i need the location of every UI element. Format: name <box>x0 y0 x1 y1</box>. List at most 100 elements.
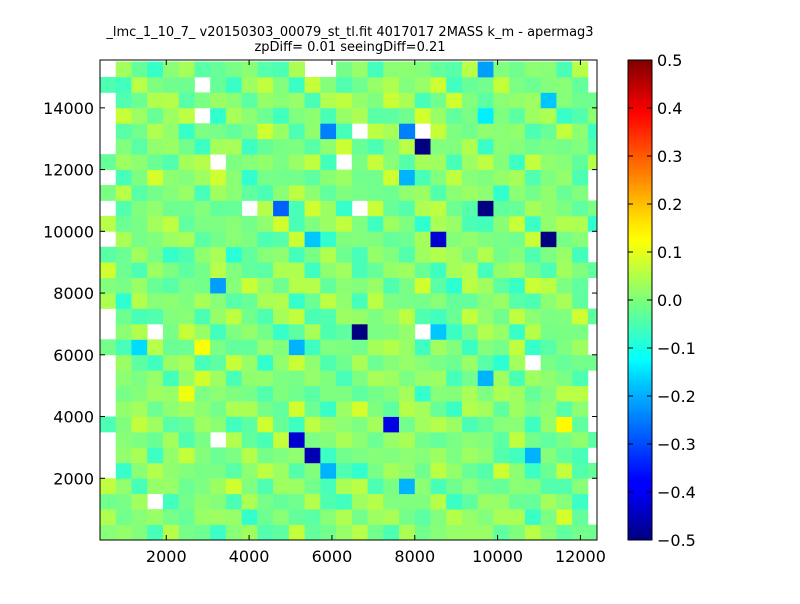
heatmap-cell <box>257 138 274 155</box>
heatmap-cell <box>225 107 243 124</box>
heatmap-cell <box>257 215 274 232</box>
heatmap-cell <box>493 416 510 433</box>
heatmap-cell <box>477 509 494 525</box>
heatmap-cell <box>100 524 117 540</box>
heatmap-cell <box>115 401 132 417</box>
heatmap-cell <box>461 524 479 540</box>
heatmap-cell <box>493 478 510 495</box>
heatmap-cell <box>210 169 227 186</box>
heatmap-cell <box>446 231 463 248</box>
heatmap-cell <box>509 262 526 279</box>
heatmap-cell <box>115 385 132 402</box>
heatmap-cell <box>288 200 305 217</box>
heatmap-cell <box>147 169 164 186</box>
heatmap-cell <box>524 231 542 248</box>
heatmap-cell <box>461 215 479 232</box>
heatmap-cell <box>461 339 479 356</box>
heatmap-cell <box>493 262 510 279</box>
heatmap-cell <box>304 169 321 186</box>
heatmap-cell <box>383 185 400 201</box>
heatmap-cell <box>461 123 479 140</box>
heatmap-cell <box>509 169 526 186</box>
heatmap-cell <box>115 277 132 294</box>
heatmap-cell <box>241 431 258 448</box>
heatmap-cell <box>556 416 573 433</box>
heatmap-cell <box>147 185 164 201</box>
heatmap-cell <box>493 200 510 217</box>
heatmap-cell <box>367 123 384 140</box>
heatmap-cell <box>430 354 447 371</box>
heatmap-cell <box>178 107 195 124</box>
heatmap-cell <box>147 385 164 402</box>
heatmap-cell <box>225 370 243 387</box>
heatmap-cell <box>210 478 227 495</box>
heatmap-cell <box>383 262 400 279</box>
heatmap-cell <box>304 76 321 93</box>
heatmap-cell <box>115 308 132 325</box>
heatmap-cell <box>367 509 384 525</box>
heatmap-cell <box>509 200 526 217</box>
x-tick-label: 12000 <box>555 547 606 566</box>
heatmap-cell <box>320 262 337 279</box>
heatmap-cell <box>320 277 337 294</box>
heatmap-cell <box>320 447 337 464</box>
heatmap-cell <box>540 524 557 540</box>
heatmap-cell <box>162 76 180 93</box>
heatmap-cell <box>477 277 494 294</box>
heatmap-cell <box>241 76 258 93</box>
heatmap-cell <box>540 138 557 155</box>
heatmap-cell <box>414 339 431 356</box>
heatmap-cell <box>367 524 384 540</box>
heatmap-cell <box>288 416 305 433</box>
heatmap-cell <box>131 478 148 495</box>
heatmap-cell <box>336 478 353 495</box>
heatmap-cell <box>194 246 211 263</box>
heatmap-cell <box>556 447 573 464</box>
heatmap-cell <box>178 401 195 417</box>
heatmap-cell <box>414 246 431 263</box>
heatmap-cell <box>162 385 180 402</box>
heatmap-cell <box>241 509 258 525</box>
heatmap-cell <box>336 262 353 279</box>
heatmap-cell <box>225 123 243 140</box>
heatmap-cell <box>477 169 494 186</box>
heatmap-cell <box>241 493 258 510</box>
heatmap-cell <box>351 92 368 109</box>
heatmap-cell <box>162 231 180 248</box>
heatmap-cell <box>241 185 258 201</box>
heatmap-cell <box>336 107 353 124</box>
heatmap-cell <box>131 246 148 263</box>
heatmap-cell <box>273 231 290 248</box>
heatmap-cell <box>100 185 117 201</box>
heatmap-cell <box>210 416 227 433</box>
heatmap-cell <box>178 308 195 325</box>
heatmap-cell <box>399 308 416 325</box>
heatmap-cell <box>556 123 573 140</box>
heatmap-cell <box>461 416 479 433</box>
heatmap-cell <box>556 509 573 525</box>
heatmap-cell <box>351 478 368 495</box>
heatmap-cell <box>115 493 132 510</box>
heatmap-cell <box>194 277 211 294</box>
heatmap-cell <box>430 293 447 309</box>
heatmap-cell <box>556 215 573 232</box>
heatmap-cell <box>241 231 258 248</box>
heatmap-cell <box>320 524 337 540</box>
heatmap-cell <box>477 215 494 232</box>
heatmap-cell <box>540 76 557 93</box>
heatmap-cell <box>540 246 557 263</box>
heatmap-cell <box>540 169 557 186</box>
heatmap-cell <box>115 246 132 263</box>
heatmap-cell <box>336 370 353 387</box>
heatmap-cell <box>383 76 400 93</box>
heatmap-cell <box>131 431 148 448</box>
heatmap-cell <box>540 92 557 109</box>
heatmap-cell <box>446 385 463 402</box>
heatmap-cell <box>210 185 227 201</box>
heatmap-cell <box>131 447 148 464</box>
heatmap-cell <box>446 262 463 279</box>
heatmap-cell <box>194 524 211 540</box>
heatmap-cell <box>572 154 589 170</box>
heatmap-cell <box>320 200 337 217</box>
heatmap-cell <box>100 262 117 279</box>
